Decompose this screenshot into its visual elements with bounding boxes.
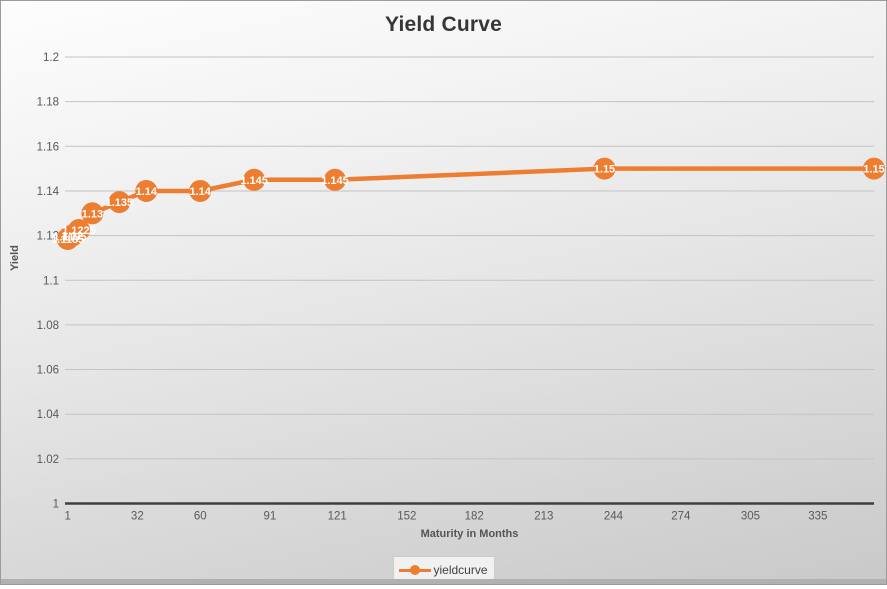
data-point-label: 1.13	[82, 208, 103, 220]
x-tick-label: 121	[328, 511, 347, 523]
data-point-marker[interactable]	[863, 157, 885, 180]
chart-bottom-edge	[1, 579, 886, 584]
y-tick-label: 1.16	[37, 141, 59, 153]
x-tick-label: 1	[64, 511, 70, 523]
data-point-marker[interactable]	[81, 202, 104, 225]
legend-series-label: yieldcurve	[433, 562, 488, 577]
data-point-marker[interactable]	[593, 157, 616, 180]
data-point-label: 1.15	[594, 164, 615, 176]
x-tick-label: 274	[671, 511, 691, 523]
data-point-marker[interactable]	[67, 219, 90, 242]
y-tick-label: 1.08	[37, 320, 59, 332]
data-point-label: 1.145	[321, 175, 349, 187]
data-point-label: 1.15	[863, 164, 884, 176]
x-tick-label: 335	[808, 511, 827, 523]
legend[interactable]: yieldcurve	[392, 556, 495, 583]
data-point-label: 1.1185	[51, 234, 84, 246]
x-tick-label: 213	[534, 511, 553, 523]
data-point-label: 1.1195	[53, 232, 86, 244]
data-point-label: 1.12	[61, 231, 82, 243]
y-tick-label: 1.18	[37, 97, 59, 109]
x-tick-label: 32	[131, 511, 144, 523]
data-point-label: 1.14	[136, 186, 158, 198]
legend-line-marker-icon	[399, 564, 432, 575]
x-tick-label: 152	[397, 511, 416, 523]
data-point-label: 1.145	[240, 175, 268, 187]
data-point-label: 1.135	[106, 197, 134, 209]
data-point-label: 1.14	[190, 186, 212, 198]
x-axis-title: Maturity in Months	[420, 528, 519, 540]
y-tick-label: 1	[53, 499, 59, 511]
y-tick-label: 1.06	[37, 365, 59, 377]
x-tick-label: 244	[604, 511, 624, 523]
data-point-marker[interactable]	[243, 168, 266, 191]
data-point-marker[interactable]	[108, 191, 131, 214]
y-tick-label: 1.12	[37, 231, 59, 243]
y-tick-label: 1.1	[43, 275, 59, 287]
data-point-marker[interactable]	[135, 179, 158, 202]
x-tick-label: 305	[741, 511, 760, 523]
x-tick-label: 91	[263, 511, 276, 523]
chart-title: Yield Curve	[385, 13, 502, 36]
data-point-label: 1.1225	[62, 225, 96, 237]
x-tick-label: 60	[194, 511, 207, 523]
y-tick-label: 1.02	[37, 454, 59, 466]
data-point-marker[interactable]	[323, 168, 346, 191]
series-line[interactable]	[66, 166, 874, 241]
y-tick-label: 1.2	[43, 52, 59, 64]
y-tick-label: 1.14	[37, 186, 60, 198]
y-tick-label: 1.04	[37, 409, 60, 421]
x-tick-label: 182	[465, 511, 484, 523]
data-point-marker[interactable]	[189, 179, 212, 202]
